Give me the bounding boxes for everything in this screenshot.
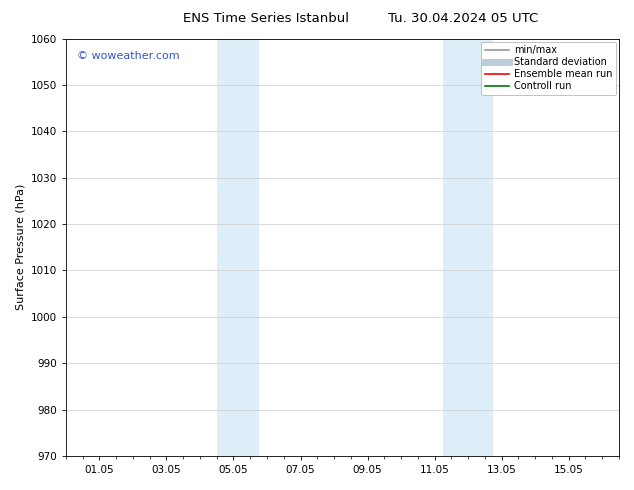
Bar [443,39,493,456]
Text: © woweather.com: © woweather.com [77,51,179,61]
Bar [217,39,259,456]
Text: ENS Time Series Istanbul: ENS Time Series Istanbul [183,12,349,25]
Y-axis label: Surface Pressure (hPa): Surface Pressure (hPa) [15,184,25,311]
Text: Tu. 30.04.2024 05 UTC: Tu. 30.04.2024 05 UTC [388,12,538,25]
Legend: min/max, Standard deviation, Ensemble mean run, Controll run: min/max, Standard deviation, Ensemble me… [481,42,616,95]
